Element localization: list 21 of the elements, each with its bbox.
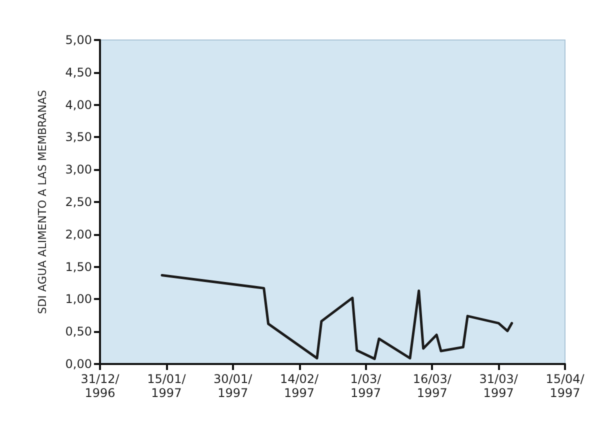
- x-tick-label: 31/12/ 1996: [80, 372, 120, 400]
- x-tick-label: 16/03/ 1997: [412, 372, 452, 400]
- y-tick-label: 1,50: [65, 260, 92, 274]
- y-tick-label: 3,50: [65, 130, 92, 144]
- x-tick-label: 15/01/ 1997: [147, 372, 187, 400]
- y-tick-label: 4,00: [65, 98, 92, 112]
- y-tick-label: 1,00: [65, 292, 92, 306]
- y-tick-label: 3,00: [65, 162, 92, 177]
- x-tick-label: 31/03/ 1997: [479, 372, 519, 400]
- y-tick-label: 4,50: [65, 65, 92, 80]
- x-tick-label: 1/03/ 1997: [350, 372, 382, 400]
- y-tick-label: 5,00: [65, 33, 92, 47]
- x-tick-label: 30/01/ 1997: [214, 372, 254, 400]
- y-tick-label: 0,50: [65, 324, 92, 339]
- x-tick-label: 14/02/ 1997: [280, 372, 320, 400]
- x-tick-label: 15/04/ 1997: [546, 372, 586, 400]
- y-tick-label: 2,50: [65, 195, 92, 209]
- y-axis-title: SDI AGUA ALIMENTO A LAS MEMBRANAS: [36, 90, 49, 314]
- y-tick-label: 0,00: [65, 357, 92, 371]
- line-series: [160, 274, 514, 360]
- y-tick-label: 2,00: [65, 227, 92, 242]
